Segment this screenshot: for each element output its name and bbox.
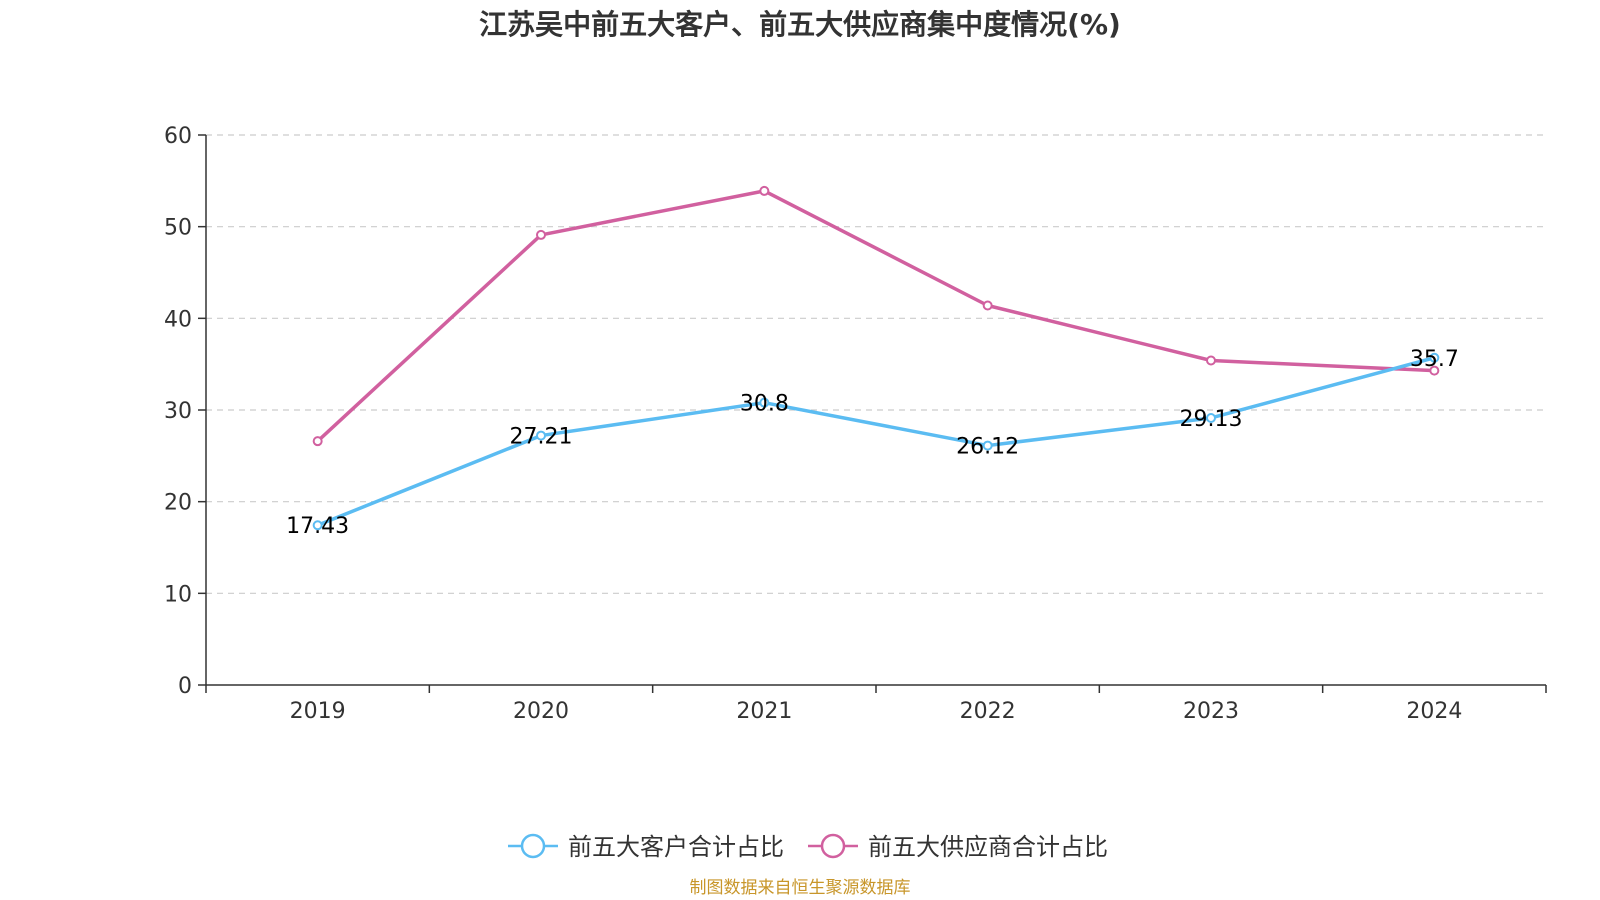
x-tick-label: 2022: [960, 699, 1016, 724]
data-labels: 17.43 27.21 30.8 26.12 29.13 35.7: [286, 347, 1459, 539]
legend[interactable]: 前五大客户合计占比 前五大供应商合计占比: [508, 833, 1108, 861]
data-point[interactable]: [982, 300, 993, 311]
y-tick-label: 0: [178, 674, 192, 699]
data-point[interactable]: [1429, 365, 1440, 376]
data-label: 35.7: [1410, 347, 1459, 372]
grid-lines: [206, 134, 1546, 594]
data-point[interactable]: [1206, 412, 1216, 423]
x-tick-label: 2023: [1183, 699, 1239, 724]
y-tick-label: 50: [164, 216, 192, 241]
data-point[interactable]: [536, 229, 546, 240]
series-line-0: [317, 356, 1435, 527]
y-tick-label: 40: [164, 307, 192, 332]
data-point[interactable]: [1206, 355, 1216, 366]
y-tick-label: 10: [164, 582, 192, 607]
data-point[interactable]: [1429, 352, 1440, 363]
legend-item-0[interactable]: 前五大客户合计占比: [508, 833, 784, 861]
legend-marker: [820, 833, 846, 859]
legend-item-1[interactable]: 前五大供应商合计占比: [808, 833, 1108, 861]
x-tick-label: 2021: [736, 699, 792, 724]
y-tick-label: 30: [164, 399, 192, 424]
data-point[interactable]: [536, 430, 546, 441]
data-point[interactable]: [312, 520, 323, 531]
source-note: 制图数据来自恒生聚源数据库: [690, 878, 911, 898]
data-point[interactable]: [982, 440, 993, 451]
y-tick-label: 60: [164, 124, 192, 149]
axes: 0 10 20 30 40 50 60 2019 2020 2021 2022 2023 2024: [164, 124, 1547, 724]
data-label: 29.13: [1180, 407, 1243, 432]
data-label: 27.21: [510, 425, 573, 450]
legend-label: 前五大客户合计占比: [568, 833, 784, 861]
series-line-1: [316, 189, 1435, 443]
y-tick-label: 20: [164, 491, 192, 516]
data-label: 17.43: [286, 514, 349, 539]
chart-title: 江苏吴中前五大客户、前五大供应商集中度情况(%): [479, 8, 1121, 41]
data-label: 30.8: [740, 392, 789, 417]
x-tick-label: 2019: [290, 699, 346, 724]
x-tick-label: 2020: [513, 699, 569, 724]
x-tick-label: 2024: [1406, 699, 1462, 724]
data-point[interactable]: [759, 397, 770, 408]
data-label: 26.12: [956, 435, 1019, 460]
data-point[interactable]: [312, 436, 323, 447]
legend-marker: [520, 833, 546, 859]
legend-label: 前五大供应商合计占比: [868, 833, 1108, 861]
data-point[interactable]: [759, 185, 770, 196]
series-lines: [312, 185, 1440, 531]
